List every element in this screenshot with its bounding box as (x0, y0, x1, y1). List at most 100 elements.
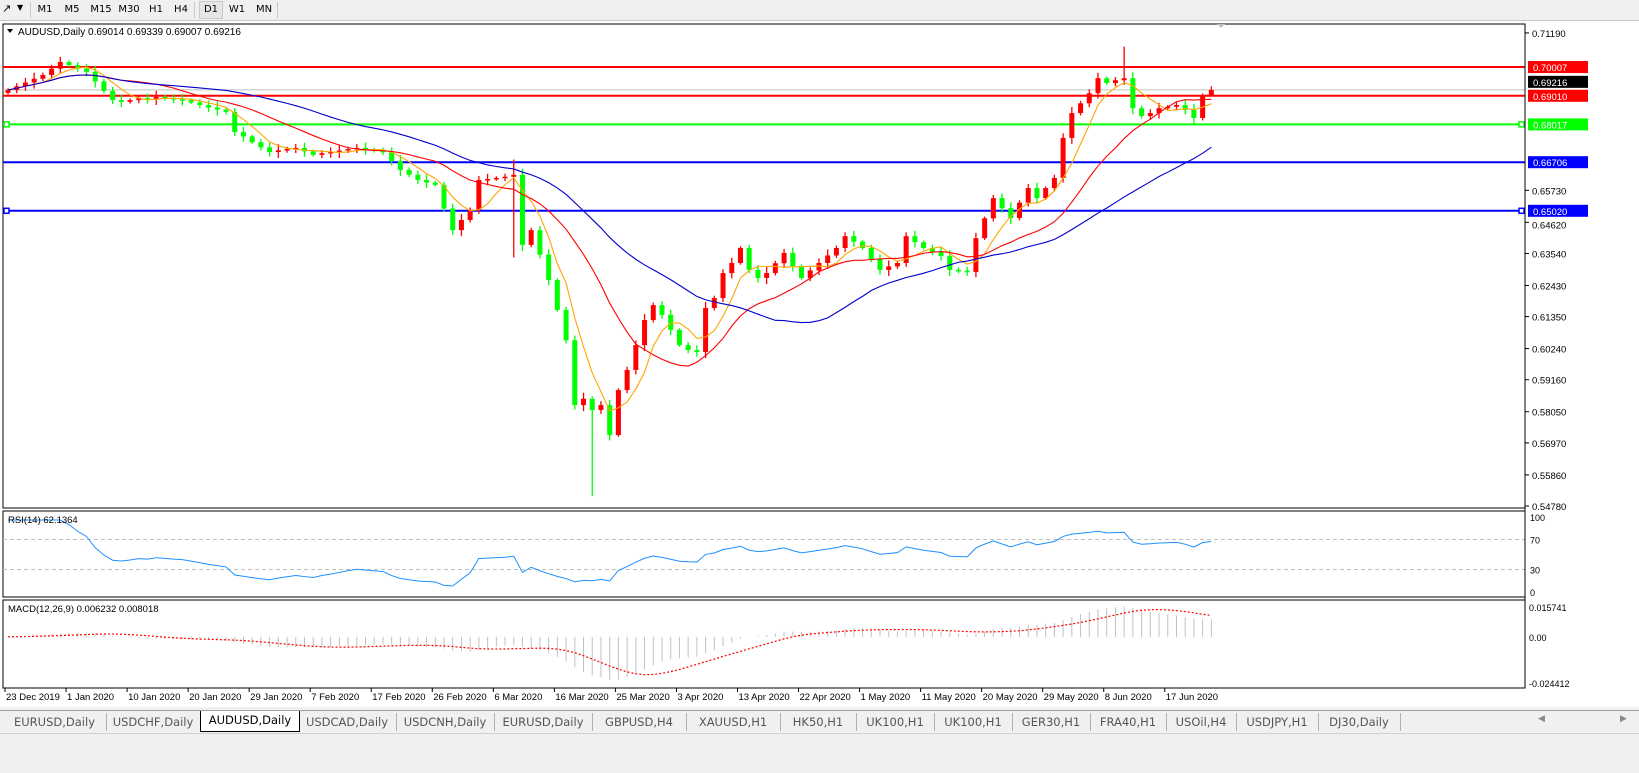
candle (1173, 101, 1179, 110)
date-tick-label: 25 Mar 2020 (616, 692, 669, 703)
candle (1121, 46, 1127, 85)
candle-body (485, 179, 491, 181)
chart-tab[interactable]: XAUUSD,H1 (686, 713, 781, 731)
line-handle[interactable] (1518, 121, 1525, 128)
candle-body (22, 82, 28, 87)
candle (66, 60, 72, 67)
candle-body (179, 99, 185, 101)
chart-tab[interactable]: EURUSD,Daily (3, 713, 107, 731)
candle (1086, 89, 1092, 108)
candle-body (790, 252, 796, 267)
candle-body (1139, 108, 1145, 116)
chart-tab[interactable]: USOil,H4 (1166, 713, 1237, 731)
tab-scroll-left-icon[interactable]: ◀ (1538, 714, 1545, 724)
timeframe-h1-button[interactable]: H1 (149, 4, 163, 15)
candle-body (345, 149, 351, 151)
timeframe-w1-button[interactable]: W1 (228, 4, 246, 15)
candle-body (598, 405, 604, 410)
candle-body (1060, 137, 1066, 178)
timeframe-d1-button[interactable]: D1 (199, 1, 223, 19)
candle-body (537, 230, 543, 255)
date-tick-label: 22 Apr 2020 (800, 692, 851, 703)
timeframe-m30-button[interactable]: M30 (118, 4, 140, 15)
candle (136, 94, 142, 104)
macd-axis-label: 0.00 (1529, 633, 1547, 643)
rsi-pane[interactable] (2, 510, 1526, 598)
candle-body (1156, 108, 1162, 114)
chart-tab[interactable]: FRA40,H1 (1090, 713, 1167, 731)
collapse-triangle-icon[interactable] (7, 29, 13, 33)
date-tick-label: 29 Jan 2020 (250, 692, 302, 703)
candle (1104, 76, 1110, 85)
chart-window[interactable]: AUDUSD,Daily 0.69014 0.69339 0.69007 0.6… (0, 21, 1639, 707)
candle-body (136, 98, 142, 101)
timeframe-m1-button[interactable]: M1 (37, 4, 53, 15)
chart-tab[interactable]: DJ30,Daily (1318, 713, 1401, 731)
drawing-tools-icon[interactable]: ↗︎ (2, 2, 12, 15)
chart-tab[interactable]: UK100,H1 (856, 713, 935, 731)
chart-tab[interactable]: USDCHF,Daily (106, 713, 201, 731)
candle (720, 269, 726, 303)
candle-body (171, 98, 177, 100)
chart-tab[interactable]: UK100,H1 (934, 713, 1013, 731)
candle (101, 78, 107, 94)
timeframe-h4-button[interactable]: H4 (174, 4, 188, 15)
candle-body (1043, 188, 1049, 199)
price-line-label: 0.65020 (1533, 207, 1567, 218)
chart-tab[interactable]: AUDUSD,Daily (200, 711, 300, 732)
rsi-axis-label: 30 (1530, 566, 1540, 576)
candle-body (415, 174, 421, 180)
candle (607, 399, 613, 441)
chart-canvas[interactable]: AUDUSD,Daily 0.69014 0.69339 0.69007 0.6… (0, 21, 1639, 707)
candle-body (1008, 208, 1014, 219)
candle (746, 244, 752, 274)
candle-body (624, 369, 630, 391)
date-tick-label: 8 Jun 2020 (1105, 692, 1152, 703)
candle-body (336, 150, 342, 153)
candle-body (1121, 78, 1127, 81)
candle-body (851, 236, 857, 242)
chevron-down-icon[interactable]: ▼ (17, 3, 24, 12)
candle-body (685, 345, 691, 351)
candle-body (1130, 78, 1136, 109)
candle-body (310, 151, 316, 155)
price-tick-label: 0.59160 (1532, 376, 1566, 387)
chart-tab[interactable]: GBPUSD,H4 (592, 713, 687, 731)
macd-axis-label: 0.015741 (1529, 603, 1567, 613)
candle-body (816, 262, 822, 271)
candle-body (650, 305, 656, 321)
timeframe-m15-button[interactable]: M15 (90, 4, 112, 15)
bid-price-label-bg (1528, 75, 1588, 88)
candle-body (781, 252, 787, 264)
candle (1043, 186, 1049, 200)
line-handle[interactable] (3, 121, 10, 128)
candle (1034, 182, 1040, 204)
candle-body (458, 220, 464, 231)
chart-shift-marker-icon[interactable] (1217, 24, 1225, 28)
chart-tab[interactable]: GER30,H1 (1012, 713, 1091, 731)
candle (999, 193, 1005, 213)
tab-scroll-right-icon[interactable]: ▶ (1620, 714, 1627, 724)
candle-body (92, 71, 98, 82)
candle (737, 246, 743, 265)
timeframe-m5-button[interactable]: M5 (64, 4, 80, 15)
candle-body (441, 184, 447, 209)
date-tick-label: 6 Mar 2020 (494, 692, 542, 703)
date-tick-label: 1 Jan 2020 (67, 692, 114, 703)
line-handle[interactable] (1518, 207, 1525, 215)
candle-body (1051, 177, 1057, 189)
candle-body (546, 254, 552, 280)
candle-body (363, 147, 369, 150)
line-handle[interactable] (3, 207, 10, 215)
chart-tab[interactable]: EURUSD,Daily (494, 713, 593, 731)
candle (572, 335, 578, 410)
chart-tab[interactable]: USDJPY,H1 (1236, 713, 1319, 731)
candle (598, 401, 604, 414)
candle (659, 301, 665, 319)
chart-tab[interactable]: HK50,H1 (780, 713, 857, 731)
candle (5, 88, 11, 95)
timeframe-mn-button[interactable]: MN (255, 4, 273, 15)
candle (432, 180, 438, 187)
chart-tab[interactable]: USDCNH,Daily (396, 713, 495, 731)
chart-tab[interactable]: USDCAD,Daily (298, 713, 397, 731)
